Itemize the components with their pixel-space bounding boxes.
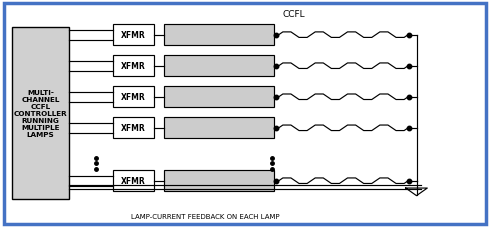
FancyBboxPatch shape: [113, 56, 154, 77]
Text: MULTI-
CHANNEL
CCFL
CONTROLLER
RUNNING
MULTIPLE
LAMPS: MULTI- CHANNEL CCFL CONTROLLER RUNNING M…: [14, 90, 67, 137]
Text: XFMR: XFMR: [121, 31, 146, 40]
Text: XFMR: XFMR: [121, 62, 146, 71]
FancyBboxPatch shape: [164, 25, 274, 46]
FancyBboxPatch shape: [164, 118, 274, 139]
FancyBboxPatch shape: [113, 118, 154, 139]
Text: CCFL: CCFL: [283, 10, 305, 19]
FancyBboxPatch shape: [12, 27, 69, 199]
Text: LAMP-CURRENT FEEDBACK ON EACH LAMP: LAMP-CURRENT FEEDBACK ON EACH LAMP: [131, 213, 280, 219]
Text: XFMR: XFMR: [121, 124, 146, 133]
Text: XFMR: XFMR: [121, 176, 146, 185]
FancyBboxPatch shape: [164, 87, 274, 108]
FancyBboxPatch shape: [164, 171, 274, 191]
FancyBboxPatch shape: [113, 171, 154, 191]
Text: XFMR: XFMR: [121, 93, 146, 102]
FancyBboxPatch shape: [164, 56, 274, 77]
FancyBboxPatch shape: [113, 87, 154, 108]
FancyBboxPatch shape: [113, 25, 154, 46]
